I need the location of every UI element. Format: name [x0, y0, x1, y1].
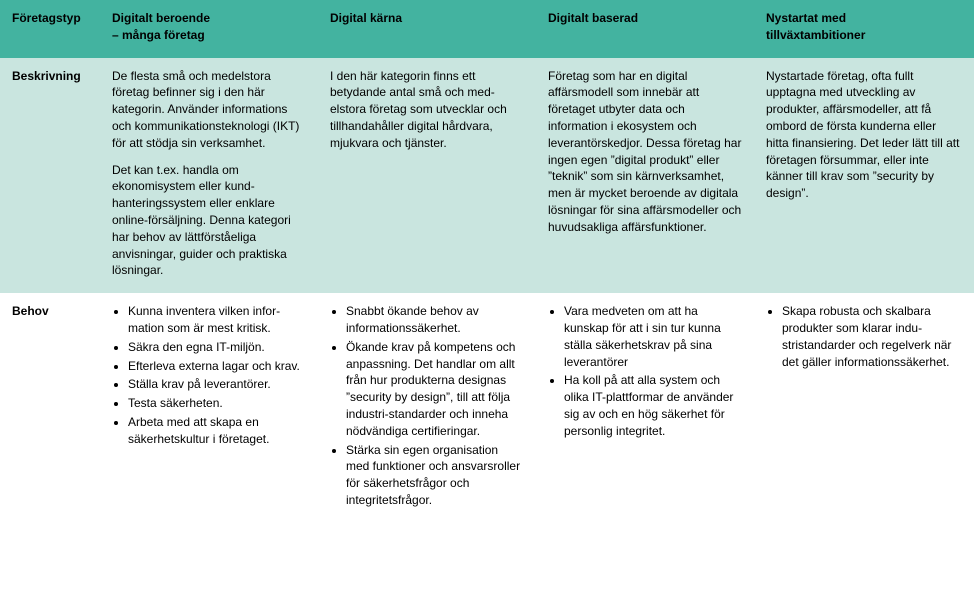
table-header-row: Företagstyp Digitalt beroende– många för… [0, 0, 974, 58]
col-header-core: Digital kärna [318, 0, 536, 58]
bullet-list: Snabbt ökande behov av informationssäker… [330, 303, 524, 509]
row-label-behov: Behov [0, 293, 100, 525]
list-item: Arbeta med att skapa en säkerhetskultur … [128, 414, 306, 448]
cell-beskrivning-dep: De flesta små och medelstora företag bef… [100, 58, 318, 294]
company-types-table: Företagstyp Digitalt beroende– många för… [0, 0, 974, 525]
col-header-type: Företagstyp [0, 0, 100, 58]
list-item: Ställa krav på leverantörer. [128, 376, 306, 393]
cell-behov-dep: Kunna inventera vilken infor­mation som … [100, 293, 318, 525]
cell-text: Företag som har en digital affärsmodell … [548, 68, 742, 236]
col-header-based: Digitalt baserad [536, 0, 754, 58]
list-item: Kunna inventera vilken infor­mation som … [128, 303, 306, 337]
list-item: Testa säkerheten. [128, 395, 306, 412]
bullet-list: Vara medveten om att ha kunskap för att … [548, 303, 742, 439]
list-item: Stärka sin egen organisation med funktio… [346, 442, 524, 509]
list-item: Vara medveten om att ha kunskap för att … [564, 303, 742, 370]
bullet-list: Skapa robusta och skalbara produkter som… [766, 303, 962, 370]
table-row-behov: Behov Kunna inventera vilken infor­matio… [0, 293, 974, 525]
bullet-list: Kunna inventera vilken infor­mation som … [112, 303, 306, 447]
list-item: Snabbt ökande behov av informationssäker… [346, 303, 524, 337]
list-item: Ha koll på att alla system och olika IT-… [564, 372, 742, 439]
list-item: Säkra den egna IT-miljön. [128, 339, 306, 356]
list-item: Skapa robusta och skalbara produkter som… [782, 303, 962, 370]
cell-behov-startup: Skapa robusta och skalbara produkter som… [754, 293, 974, 525]
cell-behov-core: Snabbt ökande behov av informationssäker… [318, 293, 536, 525]
cell-beskrivning-core: I den här kategorin finns ett betydande … [318, 58, 536, 294]
cell-beskrivning-startup: Nystartade företag, ofta fullt upptagna … [754, 58, 974, 294]
cell-text: I den här kategorin finns ett betydande … [330, 68, 524, 152]
list-item: Ökande krav på kompetens och anpassning.… [346, 339, 524, 440]
cell-text: Det kan t.ex. handla om ekonomisystem el… [112, 162, 306, 280]
cell-text: De flesta små och medelstora företag bef… [112, 68, 306, 152]
table-row-beskrivning: Beskrivning De flesta små och medelstora… [0, 58, 974, 294]
col-header-dep: Digitalt beroende– många företag [100, 0, 318, 58]
cell-behov-based: Vara medveten om att ha kunskap för att … [536, 293, 754, 525]
list-item: Efterleva externa lagar och krav. [128, 358, 306, 375]
row-label-beskrivning: Beskrivning [0, 58, 100, 294]
cell-beskrivning-based: Företag som har en digital affärsmodell … [536, 58, 754, 294]
cell-text: Nystartade företag, ofta fullt upptagna … [766, 68, 962, 202]
col-header-startup: Nystartat medtillväxtambitioner [754, 0, 974, 58]
